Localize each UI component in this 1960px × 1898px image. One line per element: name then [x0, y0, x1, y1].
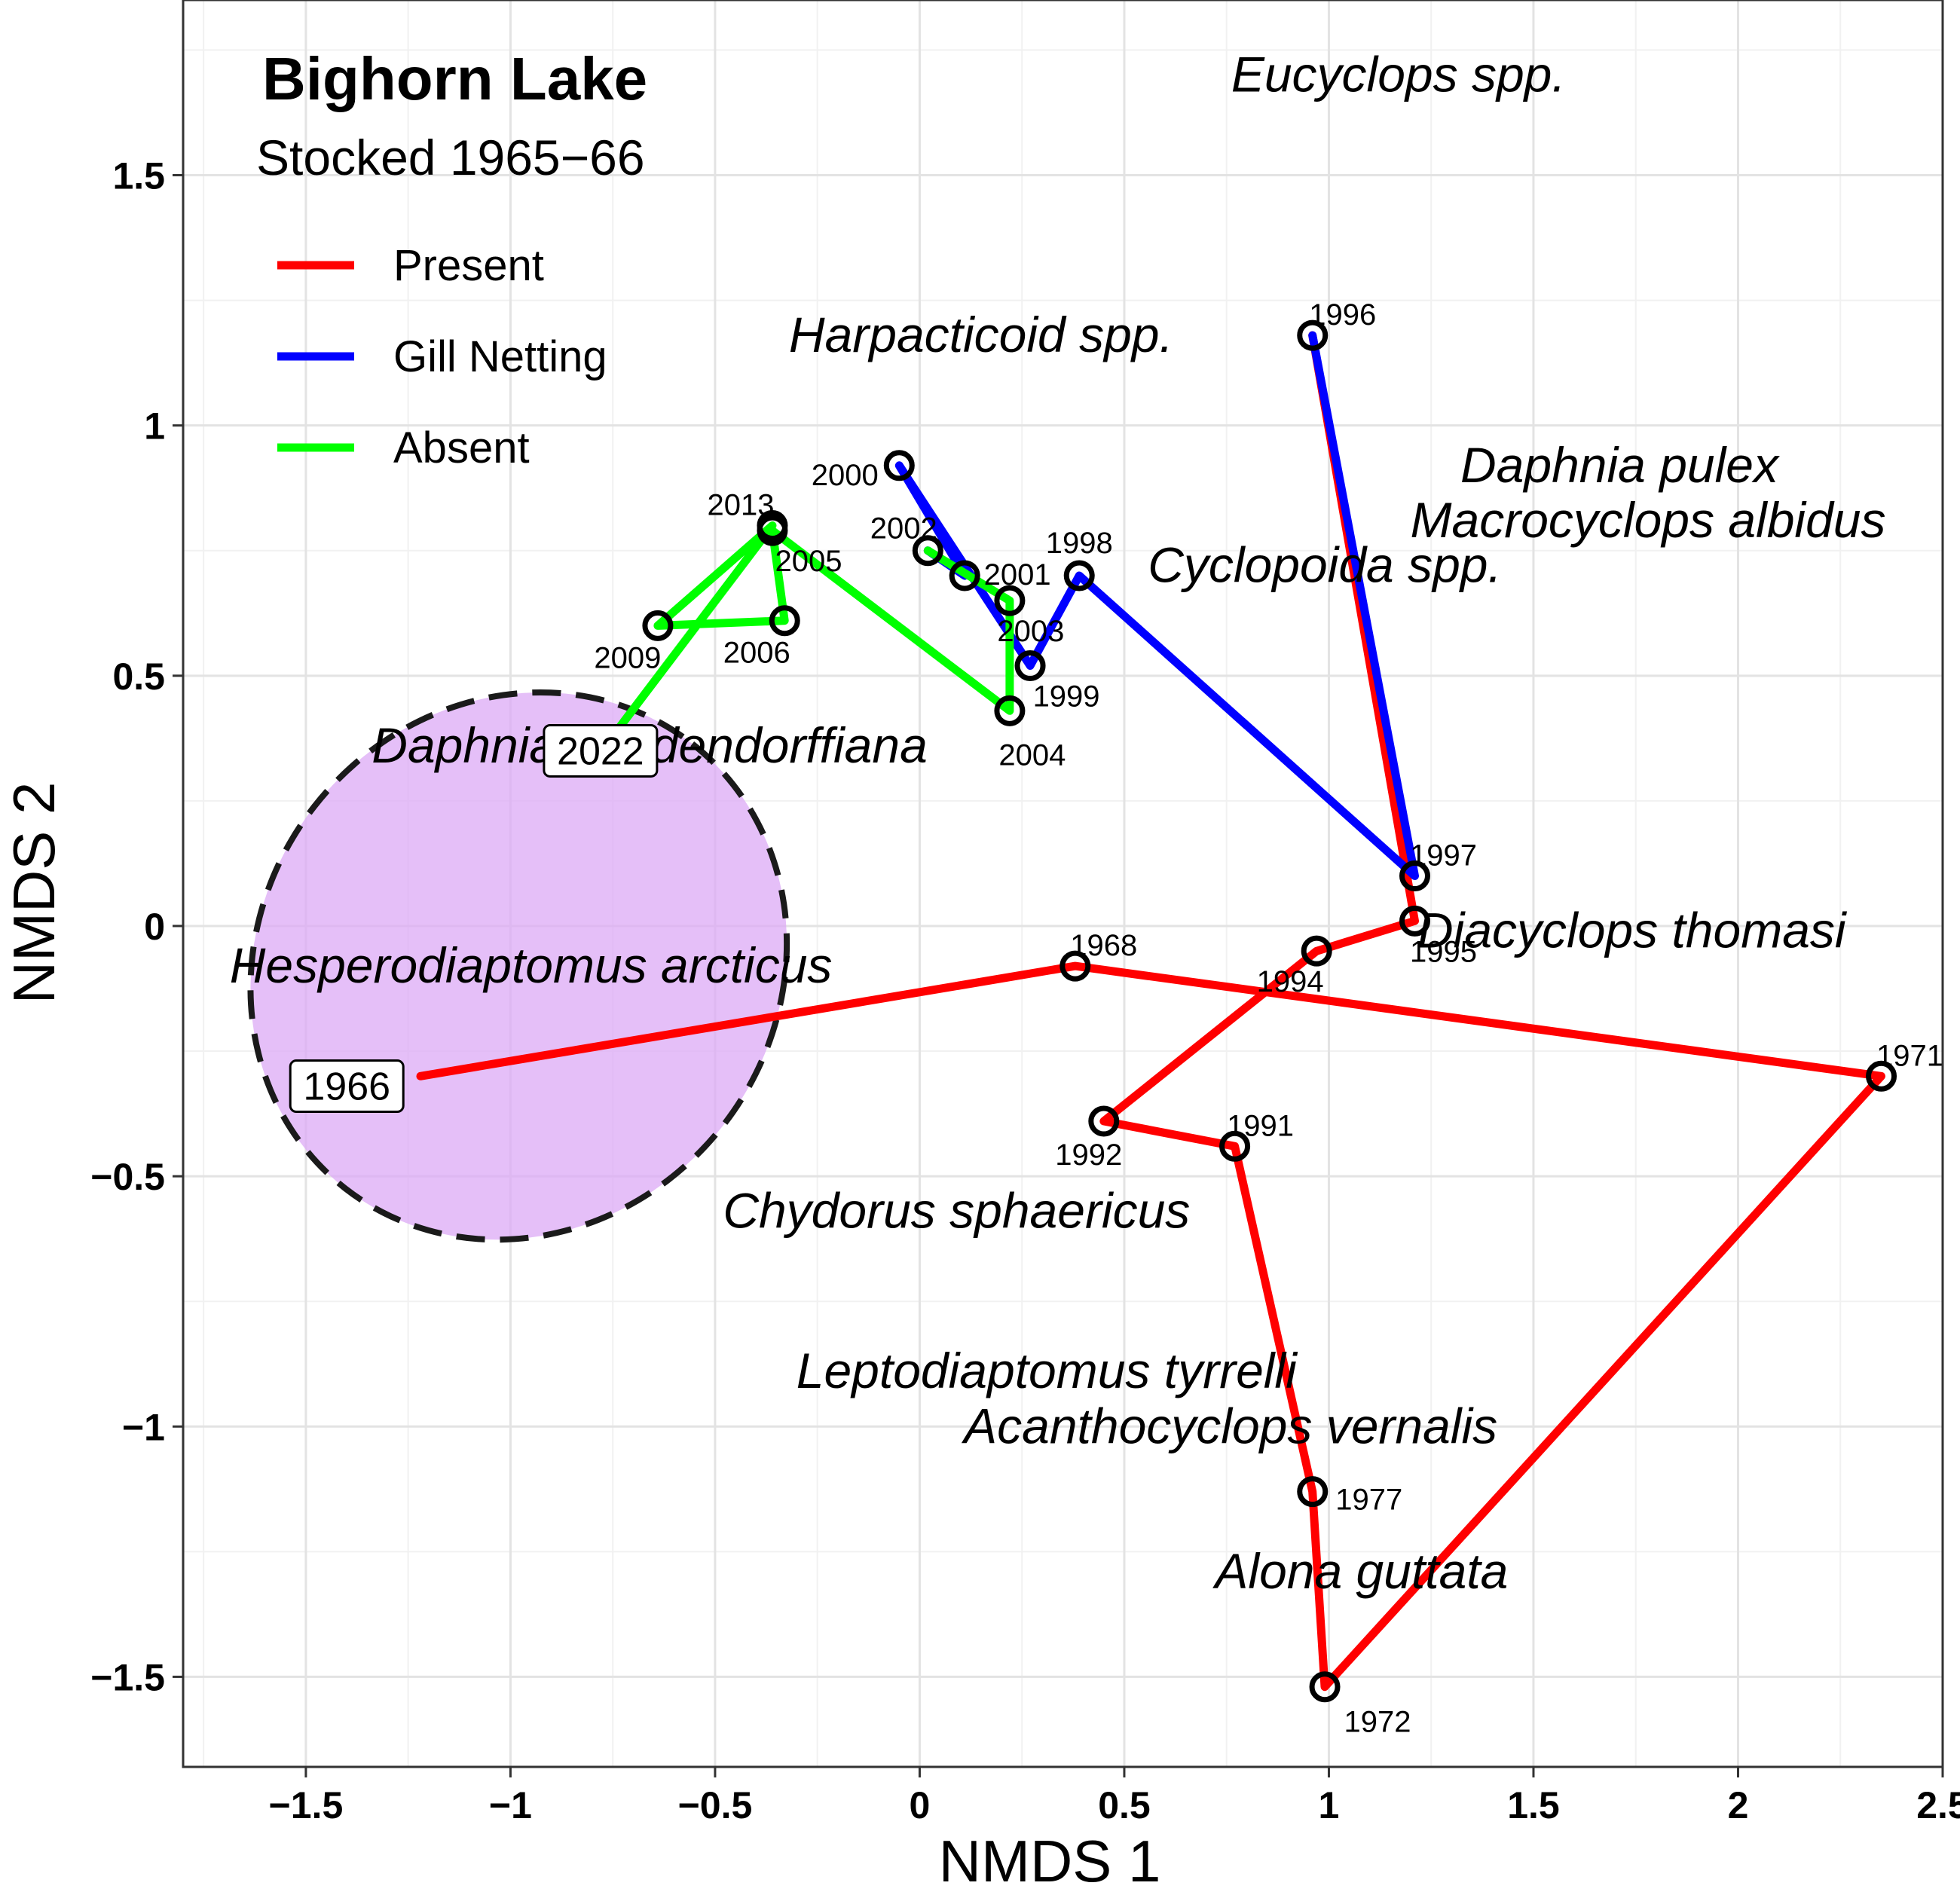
year-label-1998: 1998 — [1046, 527, 1113, 560]
point-1972 — [1309, 1671, 1341, 1703]
point-1992 — [1088, 1105, 1120, 1137]
species-label: Acanthocyclops vernalis — [961, 1398, 1497, 1453]
point-1997 — [1399, 860, 1430, 892]
legend-label-gill-netting: Gill Netting — [393, 332, 607, 381]
year-label-1991: 1991 — [1227, 1109, 1294, 1142]
year-label-2013: 2013 — [707, 489, 774, 522]
series-line-gill-netting — [894, 331, 1419, 880]
year-label-2002: 2002 — [870, 512, 937, 546]
boxed-label-text: 2022 — [557, 729, 644, 773]
year-label-1999: 1999 — [1033, 680, 1100, 714]
y-tick-label: −0.5 — [90, 1156, 165, 1198]
species-label: Diacyclops thomasi — [1417, 903, 1848, 958]
legend-label-present: Present — [393, 241, 544, 290]
series-lines — [416, 331, 1885, 1692]
year-label-2005: 2005 — [775, 545, 842, 578]
series-line-present — [416, 331, 1885, 1692]
series-points — [642, 319, 1897, 1703]
boxed-label-box — [289, 1059, 405, 1114]
species-label: Chydorus sphaericus — [723, 1183, 1190, 1239]
species-label: Alona guttata — [1212, 1543, 1508, 1599]
point-1971 — [1866, 1060, 1897, 1092]
year-label-1977: 1977 — [1335, 1484, 1402, 1517]
y-tick-label: 1 — [144, 405, 165, 448]
year-label-2000: 2000 — [812, 459, 879, 492]
boxed-label-1966: 1966 — [289, 1059, 405, 1114]
point-2009 — [642, 610, 674, 641]
point-1996 — [1297, 319, 1329, 351]
year-label-1972: 1972 — [1344, 1706, 1411, 1739]
year-label-1968: 1968 — [1070, 929, 1137, 962]
x-tick-label: 1.5 — [1507, 1784, 1560, 1826]
x-tick-label: 2 — [1728, 1784, 1749, 1826]
x-tick-label: 2.5 — [1916, 1784, 1960, 1826]
year-label-2001: 2001 — [984, 558, 1051, 591]
legend-label-absent: Absent — [393, 423, 530, 472]
point-1998 — [1063, 560, 1095, 591]
point-1999 — [1014, 650, 1046, 682]
species-label: Daphnia pulex — [1460, 437, 1780, 493]
point-1994 — [1301, 935, 1332, 967]
species-label: Macrocyclops albidus — [1411, 492, 1886, 548]
year-labels: 1968 1971 1972 1977 1991 1992 1994 1995 1996 1997… — [594, 298, 1943, 1739]
chart-subtitle: Stocked 1965−66 — [256, 130, 645, 185]
chart-title: Bighorn Lake — [262, 45, 647, 112]
year-label-2009: 2009 — [594, 641, 661, 674]
year-label-2004: 2004 — [998, 738, 1066, 772]
y-tick-label: −1 — [122, 1406, 165, 1448]
x-axis-title: NMDS 1 — [939, 1828, 1161, 1894]
y-tick-label: 1.5 — [112, 155, 165, 197]
point-1995 — [1399, 905, 1430, 937]
legend: Present Gill Netting Absent — [277, 241, 607, 472]
point-1991 — [1219, 1130, 1251, 1162]
point-2001 — [949, 560, 980, 591]
year-label-1996: 1996 — [1309, 298, 1376, 332]
year-label-1997: 1997 — [1410, 839, 1477, 873]
x-tick-label: 1 — [1319, 1784, 1340, 1826]
year-label-2003: 2003 — [997, 615, 1064, 648]
species-label: Eucyclops spp. — [1231, 47, 1566, 102]
point-2000 — [883, 450, 915, 481]
year-label-1995: 1995 — [1410, 935, 1477, 968]
year-label-1994: 1994 — [1257, 965, 1324, 998]
species-label: Leptodiaptomus tyrrelli — [797, 1343, 1298, 1398]
species-labels: Eucyclops spp. Harpacticoid spp. Daphnia p… — [230, 47, 1886, 1599]
axes: −1.5 −1 −0.5 0 0.5 1 1.5 2 2.5 −1.5 −1 −0.5 0 0.5 1 1.5 — [90, 155, 1960, 1826]
boxed-label-box — [543, 723, 659, 778]
point-2003 — [994, 585, 1026, 616]
panel-border — [182, 0, 1944, 1768]
year-label-1971: 1971 — [1876, 1039, 1943, 1072]
x-tick-label: 0 — [910, 1784, 931, 1826]
boxed-label-2022: 2022 — [543, 723, 659, 778]
x-tick-label: 0.5 — [1098, 1784, 1151, 1826]
point-1968 — [1060, 950, 1091, 982]
y-tick-label: 0 — [144, 906, 165, 948]
species-label: Hesperodiaptomus arcticus — [230, 937, 833, 993]
x-tick-label: −1 — [489, 1784, 532, 1826]
point-2004 — [994, 695, 1026, 726]
x-tick-label: −0.5 — [678, 1784, 753, 1826]
point-2002 — [912, 535, 943, 567]
species-label: Harpacticoid spp. — [789, 307, 1173, 362]
boxed-year-labels: 1966 2022 — [289, 723, 659, 1114]
y-axis-title: NMDS 2 — [1, 782, 67, 1004]
species-label: Cyclopoida spp. — [1148, 537, 1502, 593]
series-line-absent — [613, 521, 1014, 735]
point-2006 — [769, 605, 800, 637]
y-tick-label: −1.5 — [90, 1656, 165, 1698]
point-1977 — [1297, 1476, 1329, 1508]
x-tick-label: −1.5 — [269, 1784, 344, 1826]
year-label-1992: 1992 — [1055, 1138, 1122, 1172]
boxed-label-text: 1966 — [303, 1065, 390, 1109]
point-2013 — [757, 510, 788, 542]
y-tick-label: 0.5 — [112, 656, 165, 698]
year-label-2006: 2006 — [723, 637, 790, 670]
